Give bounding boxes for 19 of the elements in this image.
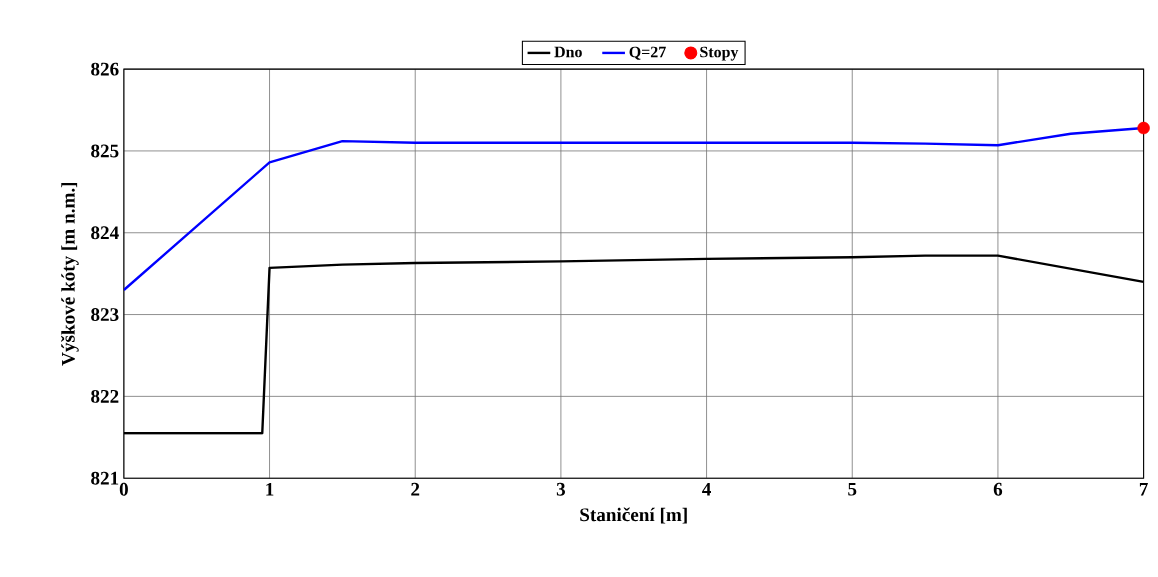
y-tick-label: 825 — [91, 144, 119, 158]
y-axis-title: Výškové kóty [m n.m.] — [61, 182, 79, 366]
x-tick-label: 4 — [702, 482, 711, 496]
x-axis-title: Staničení [m] — [580, 507, 687, 524]
legend-label: Stopy — [700, 46, 739, 61]
x-tick-label: 3 — [556, 482, 566, 496]
x-tick-label: 0 — [119, 482, 128, 496]
y-tick-label: 822 — [91, 389, 119, 403]
legend-label: Dno — [554, 46, 582, 58]
x-tick-label: 5 — [848, 482, 857, 496]
x-tick-label: 2 — [411, 482, 420, 496]
y-tick-label: 823 — [91, 308, 119, 321]
x-tick-label: 1 — [266, 482, 274, 496]
y-tick-label: 826 — [91, 62, 119, 76]
y-tick-label: 821 — [91, 471, 119, 485]
y-tick-label: 824 — [91, 226, 119, 240]
x-tick-label: 7 — [1139, 482, 1148, 496]
x-tick-label: 6 — [993, 482, 1003, 496]
legend-label: Q=27 — [629, 46, 666, 60]
